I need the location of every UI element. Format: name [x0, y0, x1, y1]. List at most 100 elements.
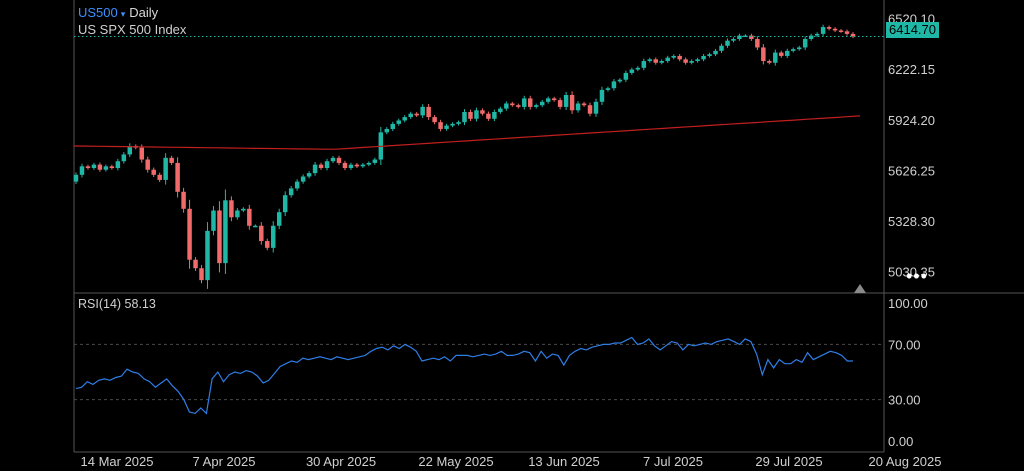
- candle-body: [731, 38, 736, 41]
- candle-body: [611, 81, 617, 89]
- candle: [199, 265, 204, 284]
- symbol-selector[interactable]: US500: [78, 5, 118, 20]
- candle: [832, 27, 838, 33]
- candle: [235, 208, 240, 220]
- candle-body: [767, 61, 772, 63]
- candle: [330, 155, 336, 164]
- candle-body: [145, 159, 150, 170]
- interval-label[interactable]: Daily: [129, 5, 159, 20]
- price-tick-label: 5328.30: [888, 214, 935, 229]
- candle-body: [779, 52, 784, 56]
- candle: [826, 25, 832, 31]
- candle-body: [336, 157, 342, 163]
- candle: [205, 222, 210, 289]
- candle-body: [73, 174, 79, 182]
- candle: [348, 162, 354, 170]
- rsi-tick-label: 30.00: [888, 393, 921, 408]
- candle-body: [808, 35, 814, 39]
- candle: [773, 49, 778, 66]
- candle: [790, 47, 796, 53]
- candle-body: [605, 88, 611, 90]
- time-tick-label: 7 Jul 2025: [643, 454, 703, 469]
- time-tick-label: 22 May 2025: [418, 454, 493, 469]
- candle: [426, 104, 431, 120]
- candle-body: [635, 67, 641, 70]
- candle-body: [551, 98, 557, 101]
- symbol-dropdown-icon[interactable]: ▾: [120, 9, 126, 19]
- candle: [755, 36, 760, 51]
- candle-body: [85, 166, 91, 169]
- candle-body: [737, 35, 742, 39]
- candle: [390, 121, 396, 132]
- time-tick-label: 29 Jul 2025: [755, 454, 822, 469]
- candle: [73, 172, 79, 184]
- candle-body: [199, 268, 204, 281]
- candle: [599, 86, 605, 105]
- candle: [563, 91, 569, 111]
- candle: [91, 162, 97, 170]
- candle: [850, 32, 856, 39]
- candle-body: [265, 241, 270, 248]
- candle-body: [276, 212, 282, 226]
- candle-body: [121, 154, 127, 162]
- candle-body: [270, 225, 276, 248]
- candles-group: [73, 24, 856, 289]
- candle: [480, 108, 485, 116]
- candle: [605, 86, 611, 92]
- candle-body: [438, 122, 443, 129]
- candle-body: [480, 110, 485, 114]
- candle-body: [414, 113, 419, 116]
- candle: [145, 156, 150, 173]
- candle: [336, 155, 342, 166]
- candle: [737, 33, 742, 41]
- candle: [522, 95, 527, 110]
- time-tick-label: 13 Jun 2025: [528, 454, 600, 469]
- candle-body: [420, 106, 425, 116]
- candle-body: [390, 123, 396, 129]
- candle-body: [456, 122, 461, 124]
- candle: [671, 54, 676, 60]
- candle-body: [647, 59, 653, 62]
- candle-body: [689, 61, 694, 63]
- candle-body: [432, 117, 437, 123]
- candle-body: [372, 159, 378, 163]
- candle: [342, 160, 348, 171]
- candle-body: [492, 111, 497, 119]
- candle: [402, 115, 407, 123]
- candle-body: [587, 105, 593, 114]
- candle-body: [599, 89, 605, 102]
- candle-body: [743, 35, 748, 38]
- candle: [820, 24, 826, 37]
- candle-body: [629, 69, 635, 73]
- candle-body: [773, 52, 778, 63]
- candle: [300, 174, 306, 184]
- candle: [85, 164, 91, 170]
- candle: [779, 50, 784, 58]
- candle: [211, 206, 216, 236]
- candle-body: [103, 166, 109, 170]
- scroll-to-latest-icon[interactable]: [854, 284, 866, 293]
- candle-body: [468, 111, 473, 119]
- candle-body: [342, 162, 348, 169]
- candle: [659, 59, 664, 65]
- price-tick-label: 5924.20: [888, 113, 935, 128]
- candle-body: [725, 40, 730, 46]
- candle: [581, 101, 587, 107]
- candle-body: [790, 49, 796, 51]
- candle: [510, 101, 515, 107]
- candle: [306, 171, 312, 179]
- more-options-icon[interactable]: •••: [906, 266, 928, 286]
- candle-body: [306, 173, 312, 177]
- candle-body: [109, 166, 115, 169]
- candle-body: [187, 208, 192, 260]
- candle: [187, 199, 192, 269]
- candle: [127, 143, 133, 158]
- candle: [175, 157, 180, 198]
- candle: [97, 162, 103, 172]
- chart-header: US500 ▾ Daily US SPX 500 Index: [78, 5, 186, 38]
- candle: [486, 111, 491, 121]
- candle: [444, 123, 449, 131]
- candle-body: [510, 103, 515, 106]
- candle-body: [97, 164, 103, 170]
